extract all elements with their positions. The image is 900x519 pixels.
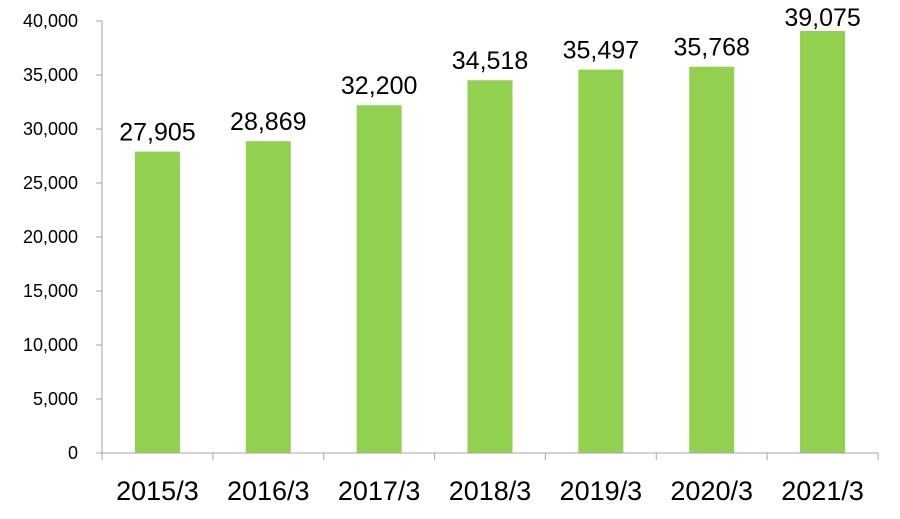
y-tick-label: 15,000 (23, 281, 78, 301)
bar (245, 141, 291, 454)
data-label: 27,905 (119, 119, 195, 147)
bar (800, 30, 846, 454)
x-tick-label: 2015/3 (116, 476, 199, 506)
x-tick-label: 2016/3 (227, 476, 310, 506)
bar (356, 105, 402, 454)
data-label: 35,768 (673, 34, 749, 62)
bar (689, 66, 735, 453)
y-tick-label: 0 (68, 443, 78, 463)
bars: 27,905 28,869 32,200 34,518 35,497 35,768 39,0… (119, 4, 861, 454)
bar (134, 151, 180, 453)
data-label: 28,869 (230, 108, 306, 136)
x-tick-label: 2020/3 (670, 476, 753, 506)
y-tick-label: 20,000 (23, 227, 78, 247)
data-label: 34,518 (452, 47, 528, 75)
y-tick-label: 5,000 (33, 389, 78, 409)
data-label: 32,200 (341, 72, 417, 100)
bar (578, 69, 624, 454)
x-tick-label: 2019/3 (560, 476, 643, 506)
y-tick-label: 10,000 (23, 335, 78, 355)
y-tick-label: 35,000 (23, 65, 78, 85)
y-tick-label: 25,000 (23, 173, 78, 193)
y-axis: 0 5,000 10,000 15,000 20,000 25,000 30,000 35,0… (23, 11, 103, 463)
x-tick-label: 2018/3 (449, 476, 532, 506)
data-label: 35,497 (563, 37, 639, 65)
x-axis: 2015/3 2016/3 2017/3 2018/3 2019/3 2020/3 2021… (101, 452, 879, 506)
y-tick-label: 30,000 (23, 119, 78, 139)
y-tick-label: 40,000 (23, 11, 78, 31)
data-label: 39,075 (784, 4, 860, 32)
bar (467, 80, 513, 453)
x-tick-label: 2021/3 (781, 476, 864, 506)
x-tick-label: 2017/3 (338, 476, 421, 506)
